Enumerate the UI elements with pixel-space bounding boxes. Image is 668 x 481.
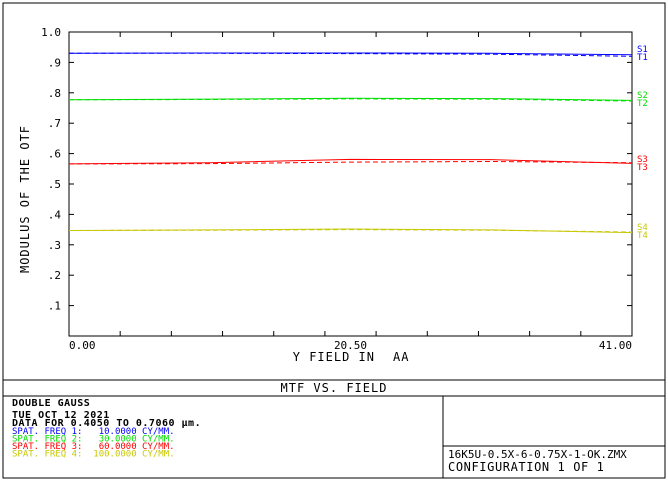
date-text: TUE OCT 12 2021 xyxy=(12,410,110,421)
y-tick-label: .6 xyxy=(48,148,61,161)
series-line-t3 xyxy=(68,161,633,165)
plot-frame xyxy=(68,31,633,337)
frequency-item: SPAT. FREQ 4: 100.0000 CY/MM. xyxy=(12,450,175,460)
x-tick-label: 20.50 xyxy=(334,339,367,352)
series-line-s1 xyxy=(68,52,633,56)
configuration-text: CONFIGURATION 1 OF 1 xyxy=(448,460,605,474)
series-line-s4 xyxy=(68,228,633,234)
x-tick-label: 0.00 xyxy=(69,339,96,352)
series-line-t1 xyxy=(69,52,633,57)
frequency-item: SPAT. FREQ 2: 30.0000 CY/MM. xyxy=(12,435,175,445)
series-label-s: S2 xyxy=(637,91,648,101)
series-label-s: S3 xyxy=(637,155,648,165)
y-tick-label: .2 xyxy=(48,269,61,282)
y-tick-label: .8 xyxy=(48,87,61,100)
series-line-t4 xyxy=(68,229,633,233)
file-name: 16K5U-0.5X-6-0.75X-1-OK.ZMX xyxy=(448,448,627,461)
series-label-t: T4 xyxy=(637,231,648,241)
x-tick-label: 41.00 xyxy=(599,339,632,352)
y-tick-label: .7 xyxy=(48,117,61,130)
y-tick-label: .1 xyxy=(48,300,61,313)
y-tick-label: .5 xyxy=(48,178,61,191)
series-label-t: T1 xyxy=(637,53,648,63)
x-axis-unit: AA xyxy=(393,350,409,364)
y-axis-label: MODULUS OF THE OTF xyxy=(18,125,32,273)
series-line-s2 xyxy=(68,97,633,101)
y-tick-label: .9 xyxy=(48,56,61,69)
y-tick-label: .4 xyxy=(48,208,62,221)
frequency-item: SPAT. FREQ 1: 10.0000 CY/MM. xyxy=(12,427,175,437)
series-line-s3 xyxy=(68,158,633,165)
chart-title: MTF VS. FIELD xyxy=(281,381,388,395)
frequency-list: SPAT. FREQ 1: 10.0000 CY/MM.SPAT. FREQ 2… xyxy=(12,427,175,460)
series-label-t: T3 xyxy=(637,163,648,173)
series-label-s: S4 xyxy=(637,223,648,233)
y-tick-label: .3 xyxy=(48,239,61,252)
x-axis-ticks: 0.00 20.50 41.00 xyxy=(69,32,632,352)
x-axis-label: Y FIELD IN xyxy=(293,350,375,364)
lens-name: DOUBLE GAUSS xyxy=(12,398,90,409)
series-layer xyxy=(68,52,633,234)
data-range-text: DATA FOR 0.4050 TO 0.7060 µm. xyxy=(12,418,201,429)
series-line-t2 xyxy=(68,98,633,102)
series-label-t: T2 xyxy=(637,99,648,109)
y-tick-label: 1.0 xyxy=(41,26,61,39)
y-axis-ticks: .1 .2 .3 .4 .5 .6 .7 .8 .9 1.0 xyxy=(41,26,632,313)
frequency-item: SPAT. FREQ 3: 60.0000 CY/MM. xyxy=(12,442,175,452)
series-label-s: S1 xyxy=(637,45,648,55)
